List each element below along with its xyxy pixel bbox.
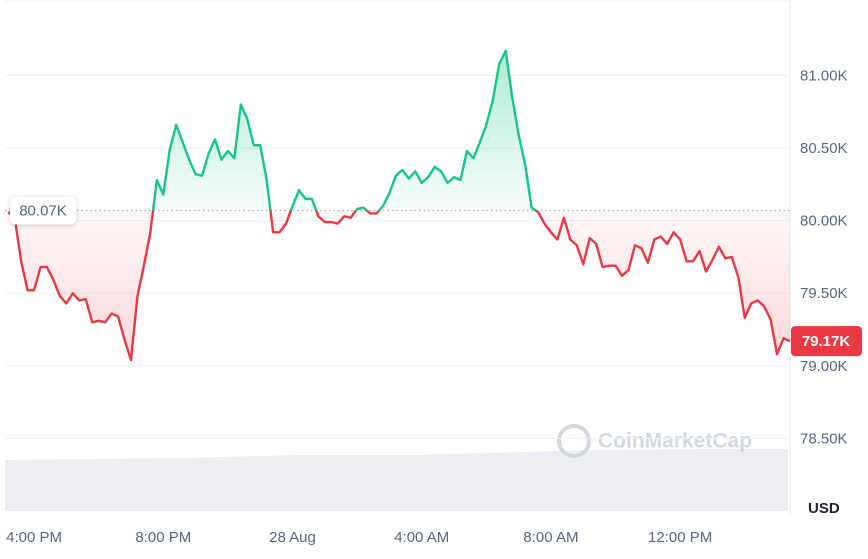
plot: 78.50K 79.00K 79.50K 80.00K 80.50K 81.00K 4:00… <box>5 49 862 546</box>
volume-area <box>5 449 788 511</box>
x-tick-label: 28 Aug <box>269 529 316 546</box>
x-tick-label: 12:00 PM <box>648 529 712 546</box>
x-tick-label: 8:00 PM <box>135 529 191 546</box>
baseline-label: 80.07K <box>19 202 67 219</box>
x-tick-label: 4:00 PM <box>6 529 62 546</box>
y-tick-label: 79.00K <box>800 358 848 375</box>
x-tick-label: 8:00 AM <box>523 529 578 546</box>
area <box>8 50 791 361</box>
watermark-logo <box>557 424 591 458</box>
y-tick-label: 81.00K <box>800 67 848 84</box>
y-tick-label: 80.00K <box>800 213 848 230</box>
current-price-label: 79.17K <box>802 333 851 350</box>
baseline-label-box <box>10 196 76 225</box>
watermark: CoinMarketCap <box>557 424 752 458</box>
y-tick-label: 80.50K <box>800 140 848 157</box>
watermark-text: CoinMarketCap <box>598 430 752 453</box>
current-price-tag <box>791 326 862 357</box>
y-tick-label: 78.50K <box>800 430 848 447</box>
y-unit-label: USD <box>808 500 840 517</box>
x-tick-label: 4:00 AM <box>394 529 449 546</box>
price-line <box>7 49 791 362</box>
y-tick-label: 79.50K <box>800 285 848 302</box>
